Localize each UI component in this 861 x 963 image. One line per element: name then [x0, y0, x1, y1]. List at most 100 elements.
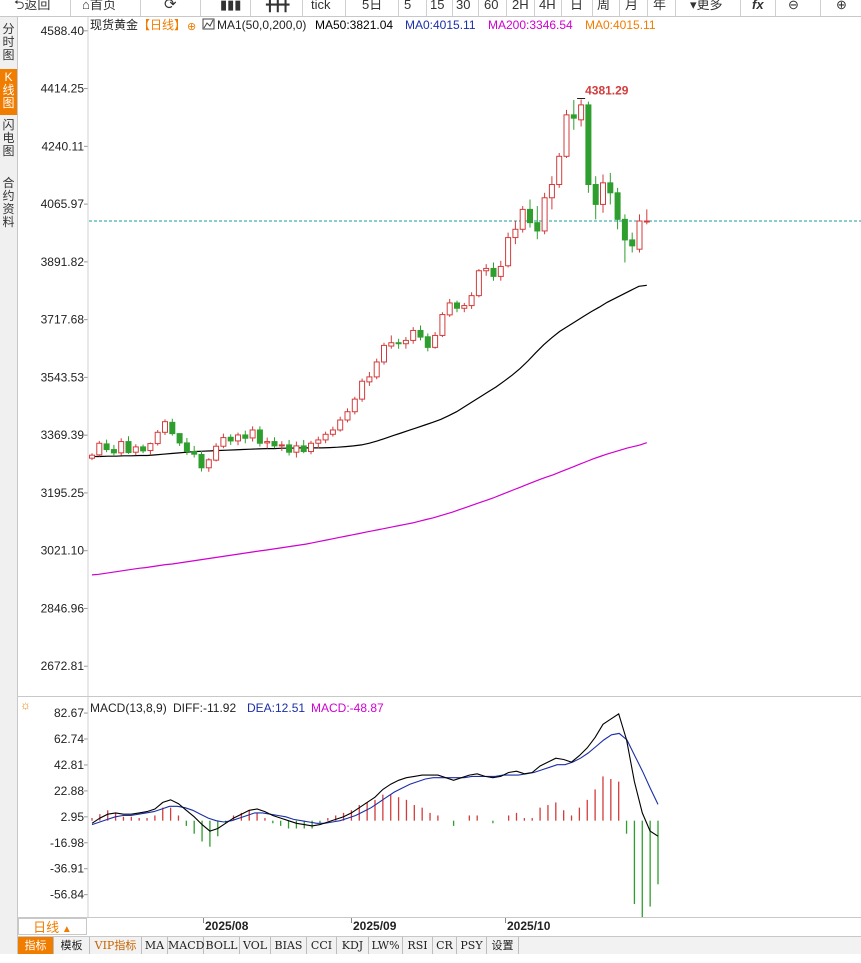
indicator-tab-13[interactable]: PSY [457, 937, 487, 954]
candle[interactable] [256, 426, 263, 447]
candle[interactable] [132, 444, 139, 456]
candle[interactable] [227, 434, 234, 445]
indicator-tab-7[interactable]: BIAS [271, 937, 307, 954]
period-6[interactable]: 4H [539, 0, 556, 12]
candle[interactable] [359, 378, 366, 402]
period-tick[interactable]: tick [311, 0, 331, 12]
indicator-tab-0[interactable]: 指标 [18, 937, 54, 954]
sun-icon[interactable]: ☼ [20, 698, 31, 712]
candle[interactable] [264, 437, 271, 449]
candle[interactable] [154, 429, 161, 446]
period-3[interactable]: 30 [456, 0, 471, 12]
candle[interactable] [103, 439, 110, 453]
candle[interactable] [410, 327, 417, 344]
candle[interactable] [344, 408, 351, 423]
sidebar-tab-3[interactable]: 合约资料 [2, 176, 15, 229]
candle[interactable] [89, 453, 95, 461]
period-9[interactable]: 月 [625, 0, 639, 12]
candle[interactable] [322, 431, 329, 444]
candle[interactable] [96, 440, 103, 457]
candle[interactable] [519, 206, 526, 233]
candle[interactable] [497, 260, 504, 281]
candle[interactable] [381, 342, 387, 365]
candle[interactable] [621, 214, 628, 263]
candle[interactable] [315, 436, 322, 449]
indicator-tab-3[interactable]: MA [142, 937, 168, 954]
period-label[interactable]: 【日线】 [138, 18, 186, 32]
candle[interactable] [454, 300, 460, 313]
candle[interactable] [293, 441, 300, 458]
candle[interactable] [110, 444, 117, 457]
sidebar-tab-2[interactable]: 闪电图 [2, 118, 15, 158]
home-button[interactable]: ⌂首页 [82, 0, 116, 14]
candle[interactable] [548, 176, 555, 210]
bar-chart-icon[interactable]: ▮▮▮ [220, 0, 242, 12]
indicator-tab-8[interactable]: CCI [307, 937, 337, 954]
candle[interactable] [629, 232, 636, 253]
candle[interactable] [235, 432, 241, 446]
candle[interactable] [468, 292, 475, 309]
zoom-out-icon[interactable]: ⊖ [788, 0, 799, 12]
candle[interactable] [118, 438, 125, 456]
indicator-tab-1[interactable]: 模板 [54, 937, 90, 954]
period-2[interactable]: 15 [430, 0, 445, 12]
period-0[interactable]: 5日 [362, 0, 383, 12]
period-7[interactable]: 日 [570, 0, 584, 12]
candle[interactable] [534, 206, 541, 240]
more-button[interactable]: ▾更多 [690, 0, 723, 14]
formula-icon[interactable]: fx [752, 0, 764, 12]
candle[interactable] [475, 269, 482, 298]
candle[interactable] [162, 419, 168, 435]
period-5[interactable]: 2H [512, 0, 529, 12]
indicator-tab-2[interactable]: VIP指标 [90, 937, 142, 954]
candle[interactable] [351, 396, 358, 415]
candle[interactable] [439, 312, 446, 338]
candle[interactable] [213, 443, 220, 462]
settings-gear-icon[interactable]: ⊕ [187, 21, 196, 33]
candle-chart-icon[interactable]: ╋╋╋ [266, 0, 290, 12]
candle[interactable] [607, 172, 614, 205]
candle[interactable] [373, 358, 380, 380]
candle[interactable] [592, 176, 599, 220]
candle[interactable] [140, 444, 147, 454]
candle[interactable] [570, 99, 577, 130]
candle[interactable] [643, 209, 650, 225]
candle[interactable] [541, 192, 548, 235]
candle[interactable] [505, 232, 512, 268]
candle[interactable] [395, 338, 402, 349]
candle[interactable] [556, 153, 563, 188]
indicator-tab-11[interactable]: RSI [403, 937, 433, 954]
indicator-tab-14[interactable]: 设置 [487, 937, 519, 954]
kline-chart[interactable]: 4588.40 4414.25 4240.11 4065.97 3891.82 3717.… [18, 17, 861, 697]
candle[interactable] [176, 433, 183, 446]
sidebar-tab-0[interactable]: 分时图 [2, 22, 15, 62]
candle[interactable] [147, 442, 154, 456]
period-1[interactable]: 5 [404, 0, 412, 12]
candle[interactable] [242, 430, 249, 444]
candle[interactable] [366, 371, 373, 386]
refresh-icon[interactable]: ⟳ [164, 0, 177, 13]
candle[interactable] [636, 214, 643, 253]
candle[interactable] [205, 458, 212, 472]
ma-toggle-icon[interactable] [202, 18, 215, 30]
candle[interactable] [278, 441, 285, 451]
candle[interactable] [563, 109, 570, 158]
candle[interactable] [271, 437, 278, 449]
candle[interactable] [300, 439, 307, 454]
candle[interactable] [249, 426, 256, 442]
candle[interactable] [600, 174, 606, 213]
candle[interactable] [198, 450, 205, 472]
candle[interactable] [483, 264, 490, 276]
indicator-tab-4[interactable]: MACD [168, 937, 205, 954]
period-tab[interactable]: 日线 ▲ [18, 918, 87, 935]
indicator-tab-6[interactable]: VOL [240, 937, 271, 954]
candle[interactable] [388, 335, 395, 349]
indicator-tab-12[interactable]: CR [433, 937, 457, 954]
candle[interactable] [614, 187, 621, 230]
candle[interactable] [417, 325, 424, 341]
candle[interactable] [337, 416, 344, 432]
back-button[interactable]: ⮌返回 [14, 0, 50, 14]
period-10[interactable]: 年 [653, 0, 667, 12]
candle[interactable] [308, 440, 314, 455]
candle[interactable] [191, 445, 198, 458]
